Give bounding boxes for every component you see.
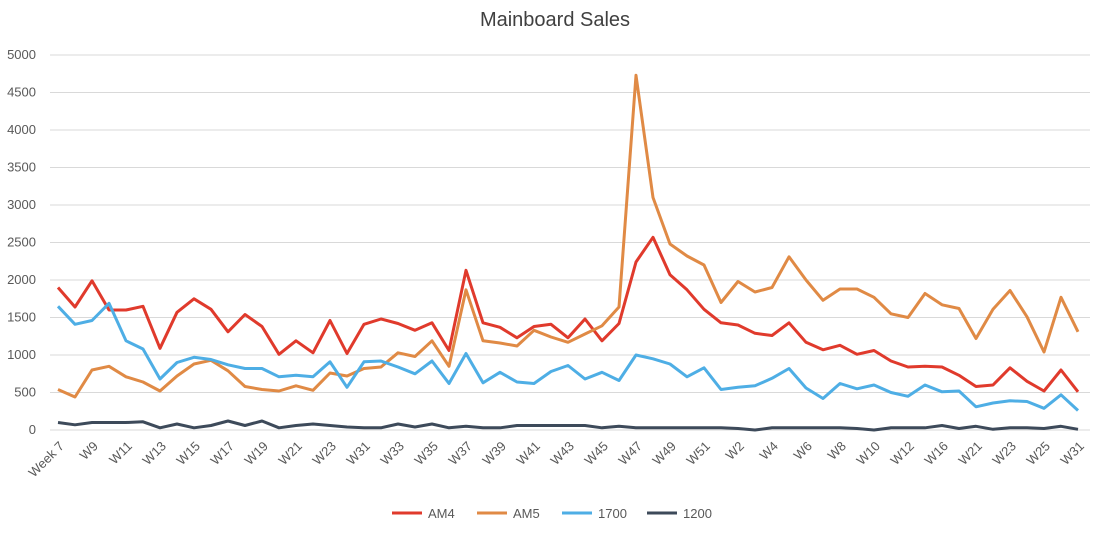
y-tick-label: 4000: [7, 122, 36, 137]
x-tick-label: W10: [853, 438, 883, 468]
line-series: [57, 73, 1080, 399]
x-tick-label: W17: [207, 438, 237, 468]
x-tick-label: Week 7: [25, 438, 67, 480]
x-tick-label: W41: [513, 438, 543, 468]
x-tick-label: W21: [955, 438, 985, 468]
line-series: [56, 301, 1080, 412]
y-tick-label: 3000: [7, 197, 36, 212]
legend-label: AM4: [428, 506, 455, 521]
x-tick-label: W21: [275, 438, 305, 468]
y-tick-label: 3500: [7, 160, 36, 175]
y-tick-label: 2500: [7, 235, 36, 250]
x-tick-label: W45: [581, 438, 611, 468]
chart-title: Mainboard Sales: [480, 9, 630, 31]
y-tick-label: 1500: [7, 310, 36, 325]
x-tick-label: W15: [173, 438, 203, 468]
x-tick-label: W6: [791, 438, 815, 462]
x-tick-label: W25: [1023, 438, 1053, 468]
x-tick-label: W39: [479, 438, 509, 468]
x-tick-label: W31: [343, 438, 373, 468]
x-tick-label: W43: [547, 438, 577, 468]
x-tick-label: W9: [77, 438, 101, 462]
x-tick-label: W37: [445, 438, 475, 468]
x-tick-label: W19: [241, 438, 271, 468]
y-tick-label: 0: [29, 422, 36, 437]
x-tick-label: W49: [649, 438, 679, 468]
x-tick-label: W47: [615, 438, 645, 468]
x-tick-label: W23: [309, 438, 339, 468]
y-tick-label: 500: [14, 385, 36, 400]
x-tick-label: W11: [106, 438, 135, 467]
legend-label: 1700: [598, 506, 627, 521]
y-tick-label: 4500: [7, 85, 36, 100]
x-tick-label: W12: [887, 438, 917, 468]
x-tick-label: W16: [921, 438, 951, 468]
line-series: [57, 419, 1079, 432]
x-tick-label: W33: [377, 438, 407, 468]
x-tick-label: W8: [825, 438, 849, 462]
y-tick-label: 5000: [7, 47, 36, 62]
x-tick-label: W23: [989, 438, 1019, 468]
y-tick-label: 2000: [7, 272, 36, 287]
x-tick-label: W2: [723, 438, 747, 462]
x-tick-label: W4: [757, 438, 781, 462]
legend-label: 1200: [683, 506, 712, 521]
x-tick-label: W13: [139, 438, 169, 468]
line-series: [56, 235, 1080, 393]
x-tick-label: W31: [1057, 438, 1087, 468]
x-tick-label: W51: [683, 438, 713, 468]
y-tick-label: 1000: [7, 347, 36, 362]
x-tick-label: W35: [411, 438, 441, 468]
legend-label: AM5: [513, 506, 540, 521]
